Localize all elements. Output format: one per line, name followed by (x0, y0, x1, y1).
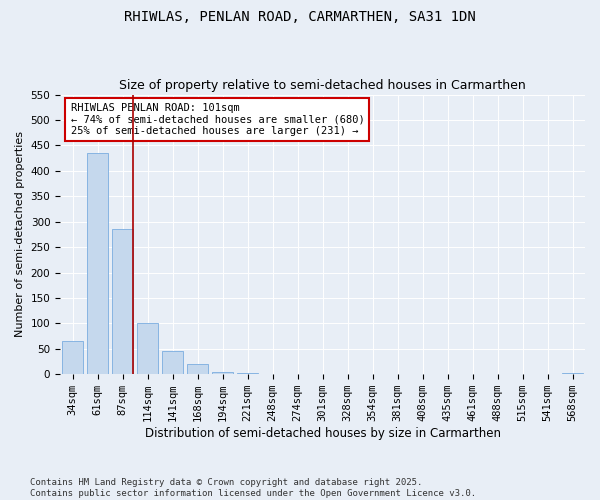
Title: Size of property relative to semi-detached houses in Carmarthen: Size of property relative to semi-detach… (119, 79, 526, 92)
Bar (212, 372, 233, 374)
Bar (187, 364, 208, 374)
Bar (237, 373, 258, 374)
Bar (137, 324, 158, 374)
Bar (62, 341, 83, 374)
X-axis label: Distribution of semi-detached houses by size in Carmarthen: Distribution of semi-detached houses by … (145, 427, 500, 440)
Text: RHIWLAS PENLAN ROAD: 101sqm
← 74% of semi-detached houses are smaller (680)
25% : RHIWLAS PENLAN ROAD: 101sqm ← 74% of sem… (71, 103, 364, 136)
Text: RHIWLAS, PENLAN ROAD, CARMARTHEN, SA31 1DN: RHIWLAS, PENLAN ROAD, CARMARTHEN, SA31 1… (124, 10, 476, 24)
Bar (162, 352, 183, 374)
Bar (112, 230, 133, 374)
Bar (562, 373, 583, 374)
Text: Contains HM Land Registry data © Crown copyright and database right 2025.
Contai: Contains HM Land Registry data © Crown c… (30, 478, 476, 498)
Bar (87, 153, 108, 374)
Y-axis label: Number of semi-detached properties: Number of semi-detached properties (15, 132, 25, 338)
